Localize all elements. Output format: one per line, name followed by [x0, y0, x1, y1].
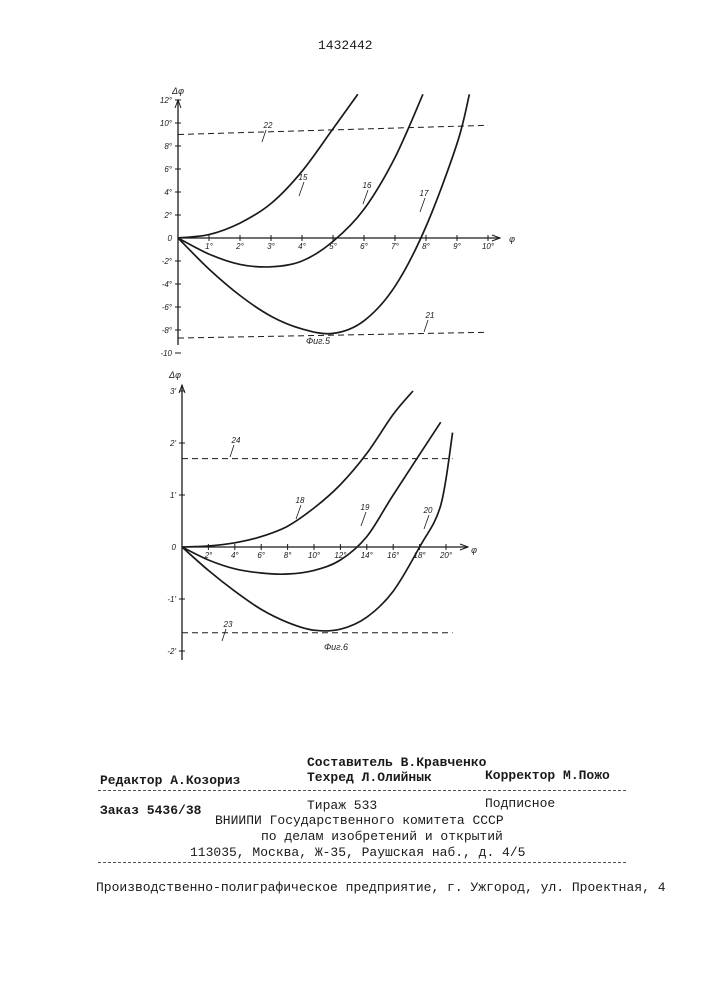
y-tick-label: 6° — [164, 165, 172, 174]
y-tick-label: -6° — [162, 303, 173, 312]
curve-leader — [363, 190, 368, 204]
limit-label-24: 24 — [231, 436, 241, 445]
figure-6: 2°4°6°8°10°12°14°16°18°20°1'2'3'-1'-2'0φ… — [167, 370, 477, 660]
origin-label: 0 — [172, 543, 177, 552]
limit-label-22: 22 — [263, 121, 273, 130]
curve-label-20: 20 — [423, 506, 433, 515]
footer-subscription: Подписное — [485, 796, 555, 811]
x-tick-label: 8° — [422, 242, 430, 251]
y-axis-label: Δφ — [168, 370, 181, 380]
x-tick-label: 4° — [231, 551, 239, 560]
limit-leader — [230, 445, 234, 457]
footer-org-line1: ВНИИПИ Государственного комитета СССР — [215, 813, 504, 828]
curve-18 — [182, 391, 413, 547]
curve-label-16: 16 — [363, 181, 372, 190]
y-tick-label: -1' — [167, 595, 176, 604]
y-tick-label: 3' — [170, 387, 176, 396]
curve-label-18: 18 — [296, 496, 305, 505]
limit-leader — [222, 629, 226, 641]
footer-order: Заказ 5436/38 — [100, 803, 201, 818]
y-tick-label: -10 — [160, 349, 172, 358]
x-tick-label: 3° — [267, 242, 275, 251]
x-tick-label: 14° — [361, 551, 374, 560]
curve-leader — [296, 505, 301, 519]
y-tick-label: -2' — [167, 647, 176, 656]
footer-circulation: Тираж 533 — [307, 798, 377, 813]
y-tick-label: -2° — [162, 257, 173, 266]
footer-compiler: Составитель В.Кравченко — [307, 755, 486, 770]
curve-20 — [182, 433, 453, 631]
x-tick-label: 6° — [360, 242, 368, 251]
figure-5: 1°2°3°4°5°6°7°8°9°10°2°4°6°8°10°12°-2°-4… — [160, 86, 515, 358]
y-tick-label: 2' — [169, 439, 176, 448]
y-tick-label: 8° — [164, 142, 172, 151]
y-tick-label: 10° — [160, 119, 173, 128]
footer-divider-top — [98, 790, 626, 791]
curve-leader — [299, 182, 304, 196]
footer-corrector: Корректор М.Пожо — [485, 768, 610, 783]
footer-printer: Производственно-полиграфическое предприя… — [96, 880, 666, 895]
x-tick-label: 7° — [391, 242, 399, 251]
curve-label-15: 15 — [299, 173, 308, 182]
x-tick-label: 16° — [387, 551, 400, 560]
x-axis-label: φ — [509, 234, 515, 244]
y-tick-label: -4° — [162, 280, 173, 289]
curve-leader — [420, 198, 425, 212]
curve-label-17: 17 — [420, 189, 429, 198]
footer-divider-bottom — [98, 862, 626, 863]
x-tick-label: 10° — [482, 242, 495, 251]
footer-techred: Техред Л.Олийнык — [307, 770, 432, 785]
y-tick-label: 1' — [170, 491, 176, 500]
x-tick-label: 10° — [308, 551, 321, 560]
footer-org-line2: по делам изобретений и открытий — [261, 829, 503, 844]
x-tick-label: 2° — [235, 242, 244, 251]
figure-caption: Фиг.5 — [306, 336, 331, 346]
x-tick-label: 20° — [439, 551, 453, 560]
y-tick-label: -8° — [162, 326, 173, 335]
x-tick-label: 12° — [334, 551, 347, 560]
x-tick-label: 1° — [205, 242, 213, 251]
limit-label-21: 21 — [425, 311, 435, 320]
x-tick-label: 8° — [284, 551, 292, 560]
x-tick-label: 4° — [298, 242, 306, 251]
limit-line-22 — [178, 125, 488, 134]
figure-caption: Фиг.6 — [324, 642, 348, 652]
curve-leader — [424, 515, 429, 529]
footer-editor: Редактор А.Козориз — [100, 773, 240, 788]
x-tick-label: 9° — [453, 242, 461, 251]
y-tick-label: 2° — [163, 211, 172, 220]
limit-leader — [424, 320, 428, 332]
x-axis-label: φ — [471, 545, 477, 555]
curve-label-19: 19 — [361, 503, 370, 512]
origin-label: 0 — [168, 234, 173, 243]
limit-label-23: 23 — [223, 620, 233, 629]
y-tick-label: 12° — [160, 96, 173, 105]
y-axis-label: Δφ — [171, 86, 184, 96]
y-tick-label: 4° — [164, 188, 172, 197]
x-tick-label: 6° — [257, 551, 265, 560]
curve-leader — [361, 512, 366, 526]
curve-15 — [178, 94, 358, 238]
footer-org-line3: 113035, Москва, Ж-35, Раушская наб., д. … — [190, 845, 525, 860]
